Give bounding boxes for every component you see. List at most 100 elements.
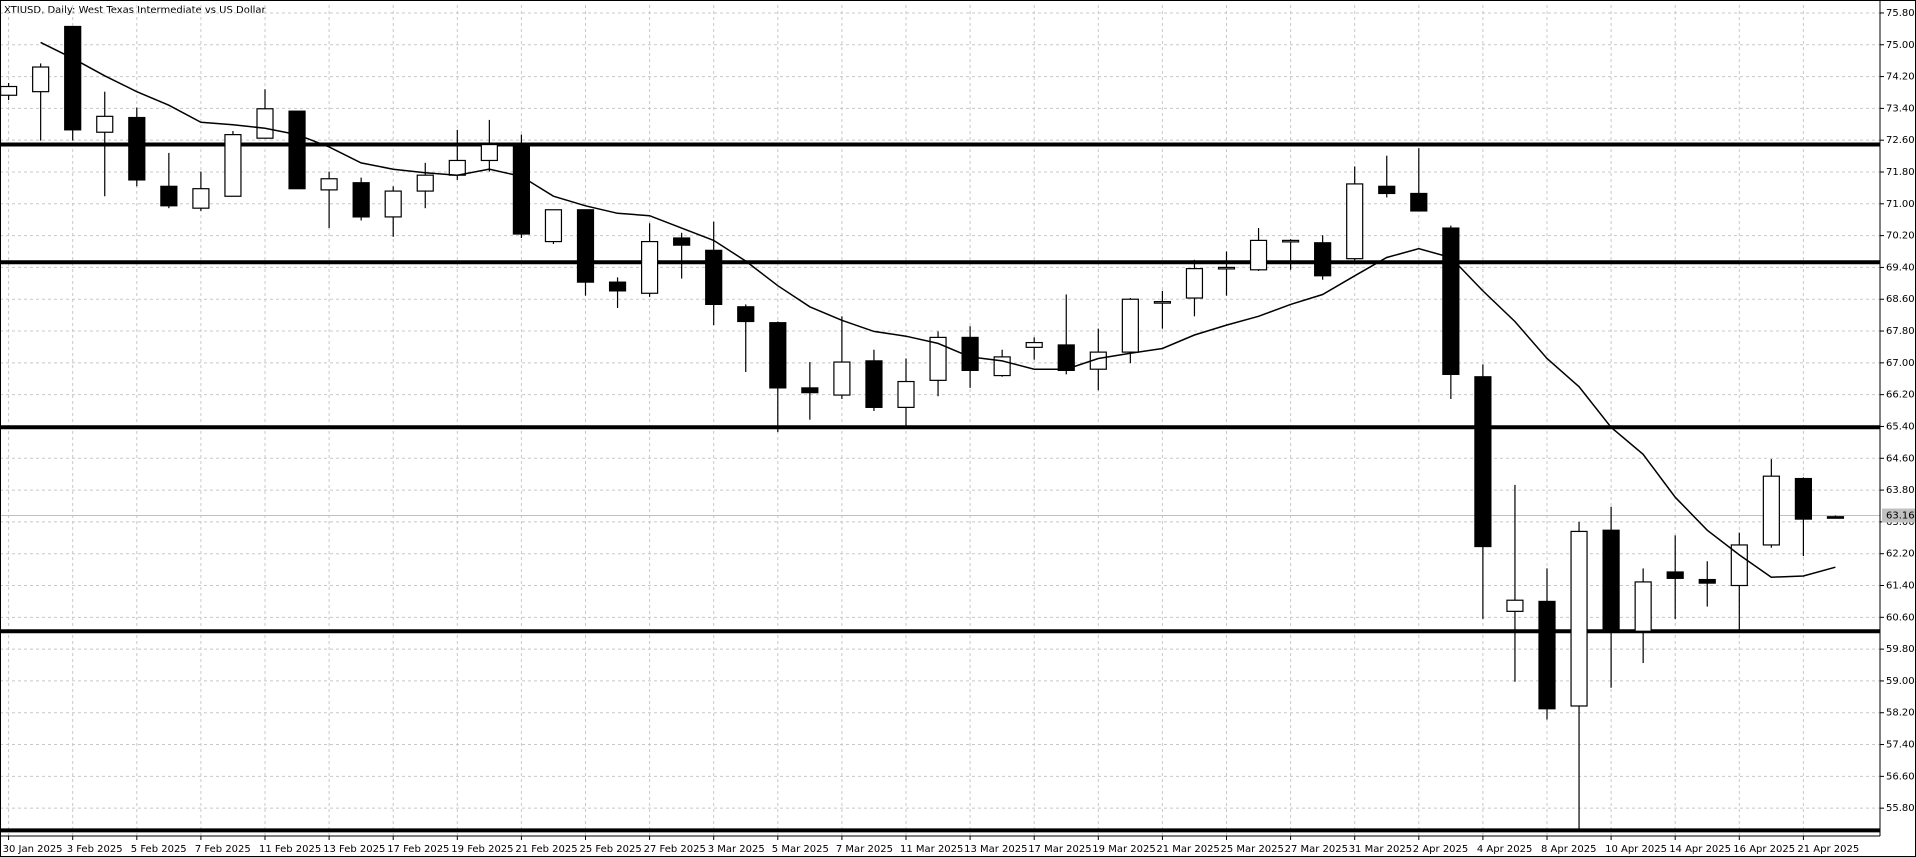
x-tick-label: 5 Feb 2025 — [131, 844, 187, 855]
x-tick-label: 4 Apr 2025 — [1477, 844, 1532, 855]
candle-body — [32, 66, 50, 93]
candle-body — [448, 159, 466, 176]
candle-body — [544, 209, 563, 243]
candle-body — [1314, 242, 1332, 277]
x-tick-label: 27 Mar 2025 — [1285, 844, 1348, 855]
candle-body — [1121, 298, 1139, 353]
candle-body — [1474, 376, 1492, 548]
candle-body — [128, 116, 146, 181]
moving-average — [40, 41, 1836, 578]
candle-body — [897, 380, 915, 408]
x-tick-label: 11 Feb 2025 — [259, 844, 321, 855]
candle-body — [1602, 529, 1620, 634]
candle-body — [1378, 185, 1396, 195]
candle-body — [1794, 477, 1813, 520]
candle-body — [673, 237, 691, 246]
y-tick-label: 68.60 — [1886, 294, 1915, 305]
candle-body — [1442, 227, 1460, 375]
candle-body — [512, 145, 531, 235]
x-tick-label: 8 Apr 2025 — [1541, 844, 1596, 855]
y-tick-label: 67.80 — [1886, 326, 1915, 337]
x-tick-label: 3 Feb 2025 — [67, 844, 123, 855]
x-tick-label: 16 Apr 2025 — [1733, 844, 1795, 855]
candle-body — [801, 387, 819, 394]
y-tick-label: 63.80 — [1886, 485, 1915, 496]
candle-body — [705, 249, 723, 305]
y-tick-label: 66.20 — [1886, 390, 1915, 401]
y-tick-label: 62.20 — [1886, 549, 1915, 560]
x-tick-label: 2 Apr 2025 — [1413, 844, 1468, 855]
y-tick-label: 70.20 — [1886, 231, 1915, 242]
y-tick-label: 60.60 — [1886, 612, 1915, 623]
x-tick-label: 10 Apr 2025 — [1605, 844, 1667, 855]
y-tick-label: 75.00 — [1886, 40, 1915, 51]
candle-body — [1217, 266, 1236, 270]
candle-body — [833, 361, 851, 396]
y-tick-label: 57.40 — [1886, 740, 1915, 751]
candle-body — [737, 306, 755, 323]
y-tick-label: 72.60 — [1886, 135, 1915, 146]
y-tick-label: 71.80 — [1886, 167, 1915, 178]
y-tick-label: 59.80 — [1886, 644, 1915, 655]
candle-body — [480, 143, 498, 162]
candle-body — [192, 188, 210, 209]
candle-body — [1506, 599, 1524, 612]
candle-body — [352, 182, 370, 218]
candle-body — [1570, 530, 1588, 707]
candle-body — [1762, 475, 1780, 546]
candle-body — [608, 281, 627, 292]
x-tick-label: 25 Feb 2025 — [580, 844, 642, 855]
x-tick-label: 7 Mar 2025 — [836, 844, 893, 855]
y-tick-label: 56.60 — [1886, 771, 1915, 782]
candle-body — [1634, 581, 1652, 632]
candle-body — [320, 178, 338, 191]
x-tick-label: 13 Feb 2025 — [323, 844, 385, 855]
candle-body — [1410, 192, 1428, 212]
candle-body — [865, 360, 883, 408]
candle-body — [1666, 571, 1684, 579]
y-tick-label: 65.40 — [1886, 421, 1915, 432]
candle-body — [1281, 239, 1300, 243]
candle-body — [160, 185, 178, 207]
x-tick-label: 3 Mar 2025 — [708, 844, 765, 855]
candle-body — [256, 108, 274, 139]
chart-title: XTIUSD, Daily: West Texas Intermediate v… — [4, 5, 267, 16]
x-tick-label: 17 Mar 2025 — [1028, 844, 1091, 855]
candle-body — [1057, 344, 1075, 372]
y-tick-label: 73.40 — [1886, 103, 1915, 114]
candle-body — [288, 110, 306, 190]
x-tick-label: 17 Feb 2025 — [387, 844, 449, 855]
x-tick-label: 27 Feb 2025 — [644, 844, 706, 855]
candle-body — [769, 322, 787, 389]
y-tick-label: 58.20 — [1886, 708, 1915, 719]
candle-body — [1730, 544, 1748, 587]
candle-body — [1346, 183, 1364, 260]
y-tick-label: 74.20 — [1886, 72, 1915, 83]
candle-body — [384, 190, 402, 218]
candle-body — [64, 25, 82, 131]
x-tick-label: 7 Feb 2025 — [195, 844, 251, 855]
y-tick-label: 59.00 — [1886, 676, 1915, 687]
candle-body — [1698, 578, 1716, 584]
x-tick-label: 25 Mar 2025 — [1221, 844, 1284, 855]
candle-body — [1826, 516, 1845, 519]
candle-body — [576, 209, 595, 283]
candle-body — [0, 85, 18, 96]
x-tick-label: 21 Mar 2025 — [1156, 844, 1219, 855]
candle-body — [1153, 301, 1172, 304]
x-tick-label: 30 Jan 2025 — [3, 844, 63, 855]
x-tick-label: 31 Mar 2025 — [1349, 844, 1412, 855]
y-tick-label: 69.40 — [1886, 262, 1915, 273]
candle-body — [1249, 239, 1268, 271]
x-tick-label: 11 Mar 2025 — [900, 844, 963, 855]
candle-body — [1538, 600, 1556, 710]
y-tick-label: 61.40 — [1886, 581, 1915, 592]
last-price-box — [1882, 508, 1916, 523]
y-tick-label: 67.00 — [1886, 358, 1915, 369]
x-tick-label: 21 Apr 2025 — [1797, 844, 1859, 855]
candle-body — [1185, 268, 1204, 299]
candle-body — [96, 115, 114, 133]
candle-body — [929, 336, 947, 381]
